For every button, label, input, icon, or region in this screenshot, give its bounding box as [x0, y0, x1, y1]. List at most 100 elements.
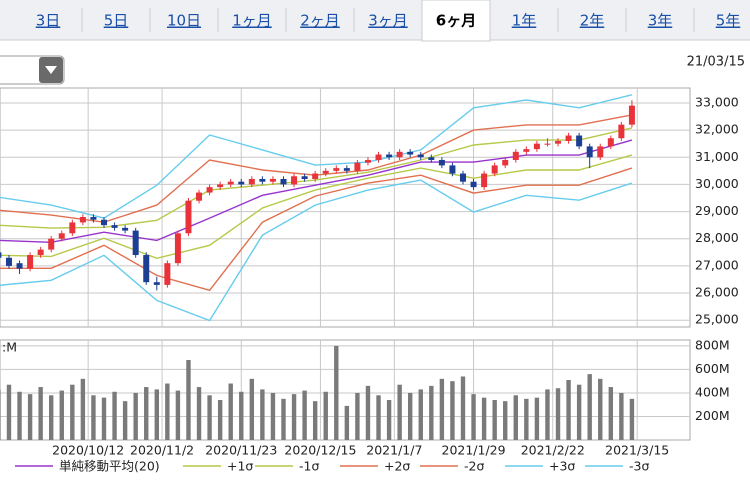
- volume-bar: [186, 360, 191, 440]
- candle-body: [27, 255, 34, 269]
- volume-bar: [429, 385, 434, 440]
- volume-bar: [17, 391, 22, 440]
- x-tick-label: 2021/3/15: [605, 443, 669, 458]
- volume-bar: [629, 398, 635, 440]
- candle-body: [523, 149, 530, 152]
- volume-bar: [334, 345, 339, 440]
- y-tick-label: 400M: [695, 384, 730, 399]
- tab[interactable]: 5日: [104, 12, 129, 30]
- candle-body: [512, 151, 519, 160]
- candle-body: [101, 219, 108, 226]
- candle-body: [269, 178, 276, 182]
- candle-body: [37, 249, 44, 256]
- candle-body: [459, 173, 466, 182]
- tab[interactable]: 10日: [167, 12, 201, 30]
- volume-bar: [344, 405, 350, 440]
- candle-body: [375, 154, 382, 160]
- y-tick-label: 28,000: [695, 230, 739, 245]
- candle-body: [396, 151, 403, 158]
- volume-bar: [608, 387, 614, 440]
- volume-bar: [70, 384, 75, 440]
- band-line: [0, 139, 633, 244]
- candle-body: [16, 263, 23, 269]
- volume-bar: [302, 390, 307, 440]
- candle-body: [185, 200, 192, 234]
- candle-body: [111, 225, 118, 228]
- volume-bar: [555, 388, 561, 440]
- tab-bar: [0, 0, 750, 40]
- band-line: [0, 154, 633, 260]
- tab[interactable]: 2ヶ月: [300, 12, 340, 30]
- volume-bar: [534, 397, 540, 440]
- tab[interactable]: 6ヶ月: [436, 12, 476, 30]
- volume-bar: [355, 392, 360, 440]
- candle-body: [196, 192, 203, 201]
- unit-label: :M: [2, 340, 17, 355]
- candle-body: [312, 173, 319, 179]
- volume-bar: [566, 380, 571, 440]
- candle-body: [502, 159, 509, 166]
- candle-body: [5, 257, 12, 266]
- candle-body: [227, 181, 234, 185]
- volume-bar: [503, 401, 508, 440]
- volume-bar: [312, 401, 318, 440]
- volume-bar: [207, 395, 212, 440]
- band-line: [0, 179, 633, 322]
- candle-body: [618, 124, 625, 139]
- candle-body: [343, 168, 350, 171]
- y-tick-label: 31,000: [695, 149, 739, 164]
- tab[interactable]: 3日: [36, 12, 61, 30]
- volume-bar: [270, 392, 276, 440]
- candle-body: [491, 165, 498, 174]
- candle-body: [90, 217, 97, 220]
- candle-body: [607, 138, 614, 147]
- tab[interactable]: 1ヶ月: [232, 12, 272, 30]
- volume-bar: [144, 387, 149, 440]
- volume-bar: [217, 400, 223, 440]
- volume-bar: [38, 387, 43, 440]
- tab[interactable]: 5年: [716, 12, 741, 30]
- candle-body: [153, 282, 160, 285]
- volume-bar: [587, 374, 592, 440]
- x-tick-label: 2021/2/22: [521, 443, 585, 458]
- tab[interactable]: 3年: [648, 12, 673, 30]
- volume-bar: [59, 390, 64, 440]
- y-tick-label: 600M: [695, 361, 730, 376]
- volume-bar: [513, 395, 518, 440]
- volume-bar: [460, 376, 466, 440]
- candle-body: [79, 217, 86, 223]
- volume-bar: [439, 378, 445, 440]
- volume-bar: [397, 384, 402, 440]
- volume-bar: [598, 378, 603, 440]
- candle-body: [248, 178, 255, 185]
- price-panel: [0, 87, 691, 328]
- candle-body: [48, 238, 55, 250]
- candle-body: [0, 252, 2, 258]
- x-tick-label: 2021/1/29: [442, 443, 506, 458]
- volume-bar: [376, 395, 381, 440]
- candle-body: [576, 135, 583, 147]
- dropdown-arrow: [45, 66, 57, 74]
- volume-bar: [492, 400, 497, 440]
- volume-bar: [407, 392, 413, 440]
- volume-bar: [323, 391, 328, 440]
- legend-label: 単純移動平均(20): [59, 459, 160, 474]
- volume-bar: [291, 394, 297, 440]
- volume-bar: [365, 385, 371, 440]
- tab[interactable]: 3ヶ月: [368, 12, 408, 30]
- candle-body: [164, 263, 171, 285]
- volume-bar: [122, 401, 128, 440]
- tab[interactable]: 1年: [512, 12, 537, 30]
- candle-body: [597, 146, 604, 158]
- volume-bar: [545, 389, 550, 440]
- tab[interactable]: 2年: [580, 12, 605, 30]
- candle-body: [544, 143, 551, 145]
- x-tick-label: 2021/1/7: [366, 443, 422, 458]
- candle-body: [417, 154, 424, 158]
- candle-body: [407, 151, 414, 155]
- candle-body: [354, 162, 361, 171]
- legend-label: -3σ: [629, 459, 649, 474]
- x-tick-label: 2020/11/2: [130, 443, 194, 458]
- candle-body: [238, 181, 245, 185]
